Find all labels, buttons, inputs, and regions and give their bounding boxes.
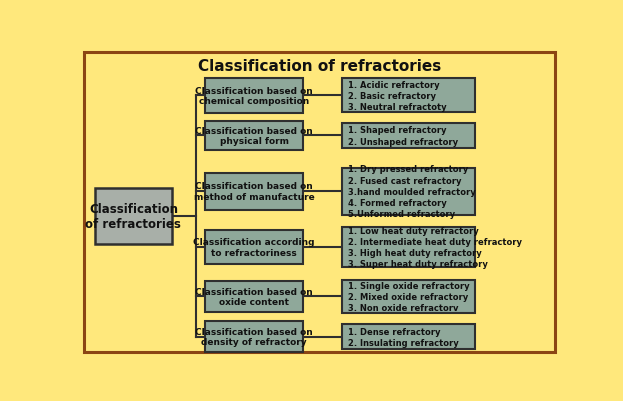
Text: Classification of refractories: Classification of refractories <box>197 59 441 74</box>
Text: 1. Acidic refractory
2. Basic refractory
3. Neutral refractoty: 1. Acidic refractory 2. Basic refractory… <box>348 81 447 111</box>
FancyBboxPatch shape <box>205 173 303 210</box>
Text: Classification
of refractories: Classification of refractories <box>85 203 181 230</box>
FancyBboxPatch shape <box>205 321 303 352</box>
Text: 1. Dense refractory
2. Insulating refractory: 1. Dense refractory 2. Insulating refrac… <box>348 327 459 347</box>
Text: Classification based on
physical form: Classification based on physical form <box>195 126 313 146</box>
FancyBboxPatch shape <box>205 281 303 312</box>
FancyBboxPatch shape <box>343 281 475 313</box>
FancyBboxPatch shape <box>205 122 303 151</box>
FancyBboxPatch shape <box>343 168 475 215</box>
FancyBboxPatch shape <box>343 324 475 350</box>
Text: 1. Single oxide refractory
2. Mixed oxide refractory
3. Non oxide refractorv: 1. Single oxide refractory 2. Mixed oxid… <box>348 281 470 312</box>
FancyBboxPatch shape <box>205 79 303 113</box>
Text: Classification based on
chemical composition: Classification based on chemical composi… <box>195 86 313 105</box>
Text: Classification according
to refractoriness: Classification according to refractorine… <box>193 238 315 257</box>
FancyBboxPatch shape <box>95 189 172 244</box>
Text: 1. Shaped refractory
2. Unshaped refractory: 1. Shaped refractory 2. Unshaped refract… <box>348 126 459 146</box>
FancyBboxPatch shape <box>83 53 555 352</box>
Text: Classification based on
method of manufacture: Classification based on method of manufa… <box>194 182 315 201</box>
FancyBboxPatch shape <box>343 227 475 267</box>
FancyBboxPatch shape <box>343 124 475 149</box>
FancyBboxPatch shape <box>205 230 303 265</box>
FancyBboxPatch shape <box>343 79 475 113</box>
Text: 1. Dry pressed refractory
2. Fused cast refractory
3.hand moulded refractory
4. : 1. Dry pressed refractory 2. Fused cast … <box>348 165 476 218</box>
Text: Classification based on
oxide content: Classification based on oxide content <box>195 287 313 306</box>
Text: Classification based on
density of refractory: Classification based on density of refra… <box>195 327 313 346</box>
Text: 1. Low heat duty refractory
2. Intermediate heat duty refractory
3. High heat du: 1. Low heat duty refractory 2. Intermedi… <box>348 226 522 268</box>
